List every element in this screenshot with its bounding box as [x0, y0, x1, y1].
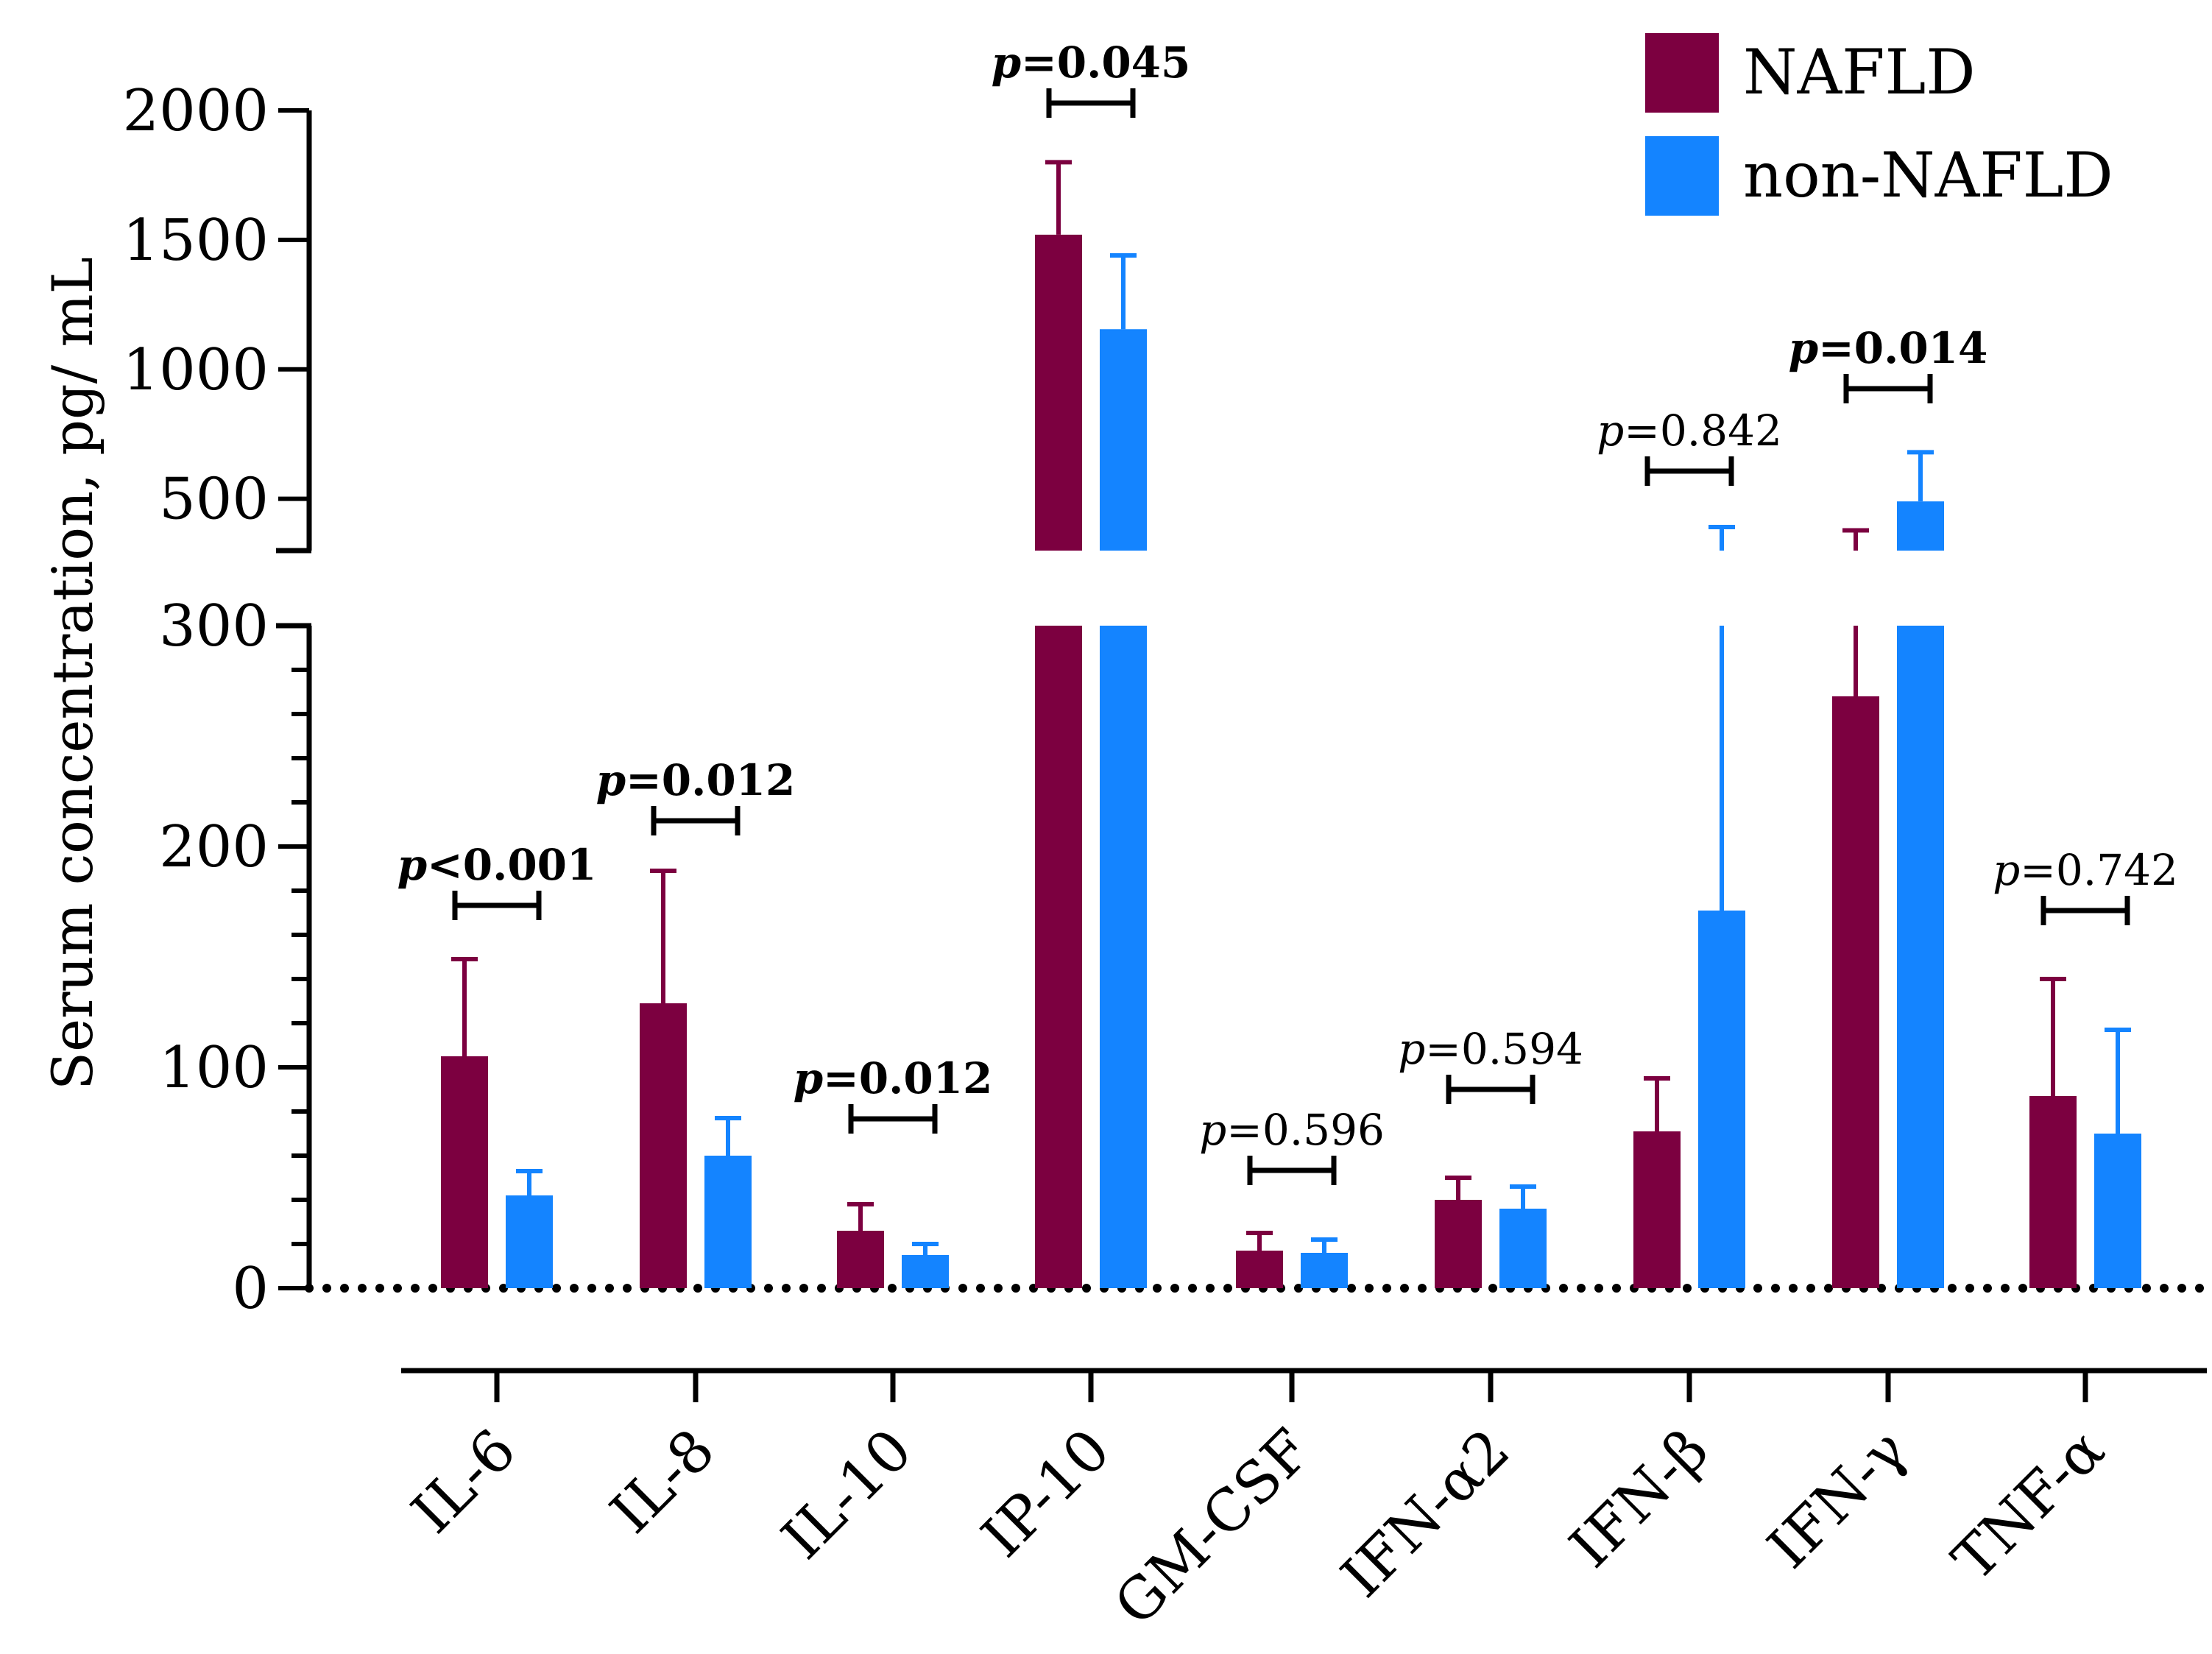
legend-swatch-nafld	[1645, 33, 1719, 113]
bar-non-nafld	[2094, 1134, 2141, 1288]
pvalue-label: p=0.012	[596, 755, 796, 805]
y-tick-label: 1500	[122, 208, 269, 274]
pvalue-label: p=0.742	[1993, 845, 2178, 895]
y-tick-label: 2000	[122, 78, 269, 144]
bar-nafld	[1633, 1131, 1681, 1288]
bar-nafld	[2029, 1096, 2077, 1288]
pvalue-prefix: p	[1789, 323, 1819, 373]
x-tick-label: IFN-γ	[1756, 1417, 1921, 1582]
bar-nafld	[441, 1056, 488, 1288]
bar-nafld-upper	[1035, 234, 1082, 551]
pvalue-label: p<0.001	[397, 840, 597, 890]
legend-label: non-NAFLD	[1743, 139, 2113, 211]
pvalue-text: =0.596	[1226, 1105, 1385, 1155]
pvalue-prefix: p	[397, 840, 428, 890]
bar-non-nafld	[1301, 1253, 1348, 1288]
y-axis-label: Serum concentration, pg/ mL	[40, 257, 105, 1090]
pvalue-label: p=0.842	[1597, 406, 1782, 456]
x-tick-label: TNF-α	[1940, 1417, 2117, 1594]
y-tick-label: 0	[232, 1256, 269, 1322]
bar-non-nafld-lower	[1100, 626, 1147, 1288]
bar-non-nafld-upper	[1100, 329, 1147, 551]
pvalue-prefix: p	[1993, 845, 2020, 895]
pvalue-label: p=0.012	[794, 1053, 993, 1103]
bars-group	[441, 160, 2141, 1288]
y-tick-label: 1000	[122, 337, 269, 403]
pvalue-prefix: p	[1597, 406, 1624, 456]
pvalue-label: p=0.045	[992, 38, 1191, 88]
pvalue-label: p=0.014	[1789, 323, 1988, 373]
legend-label: NAFLD	[1743, 36, 1976, 108]
x-tick-label: IL-6	[400, 1417, 529, 1547]
x-tick-label: IP-10	[969, 1417, 1123, 1570]
pvalue-text: =0.045	[1021, 38, 1190, 88]
y-tick-label: 100	[159, 1035, 269, 1101]
pvalue-text: =0.014	[1818, 323, 1987, 373]
pvalue-text: =0.594	[1425, 1024, 1583, 1074]
pvalue-text: =0.012	[626, 755, 795, 805]
bar-non-nafld	[902, 1255, 949, 1288]
pvalue-prefix: p	[1398, 1024, 1425, 1074]
bar-nafld	[837, 1231, 884, 1288]
y-tick-label: 300	[159, 593, 269, 660]
x-tick-label: IFN-β	[1558, 1417, 1721, 1580]
bar-nafld	[1832, 696, 1879, 1288]
bar-non-nafld-upper	[1897, 501, 1944, 551]
x-tick-label: IFN-α2	[1329, 1417, 1523, 1611]
bar-non-nafld	[704, 1156, 752, 1288]
x-tick-label: GM-CSF	[1102, 1417, 1324, 1639]
pvalue-prefix: p	[596, 755, 626, 805]
y-tick-label: 200	[159, 814, 269, 880]
bar-non-nafld-lower	[1897, 626, 1944, 1288]
pvalue-text: =0.842	[1624, 406, 1782, 456]
bar-nafld	[640, 1003, 687, 1288]
pvalue-text: =0.012	[823, 1053, 992, 1103]
x-tick-label: IL-8	[598, 1417, 728, 1547]
pvalues-group: p<0.001p=0.012p=0.012p=0.045p=0.596p=0.5…	[397, 38, 2178, 1185]
bar-nafld	[1236, 1251, 1283, 1288]
bar-non-nafld	[1698, 911, 1745, 1288]
legend-swatch-non-nafld	[1645, 136, 1719, 216]
pvalue-label: p=0.594	[1398, 1024, 1583, 1074]
bar-non-nafld	[506, 1195, 553, 1288]
bar-nafld	[1435, 1200, 1482, 1288]
x-tick-label: IL-10	[770, 1417, 925, 1572]
pvalue-prefix: p	[794, 1053, 824, 1103]
pvalue-text: <0.001	[427, 840, 596, 890]
bar-non-nafld	[1499, 1209, 1547, 1288]
pvalue-text: =0.742	[2020, 845, 2178, 895]
legend: NAFLD non-NAFLD	[1645, 33, 2113, 216]
y-tick-label: 500	[159, 467, 269, 533]
pvalue-label: p=0.596	[1199, 1105, 1385, 1155]
pvalue-prefix: p	[1199, 1105, 1226, 1155]
bar-nafld-lower	[1035, 626, 1082, 1288]
pvalue-prefix: p	[992, 38, 1022, 88]
